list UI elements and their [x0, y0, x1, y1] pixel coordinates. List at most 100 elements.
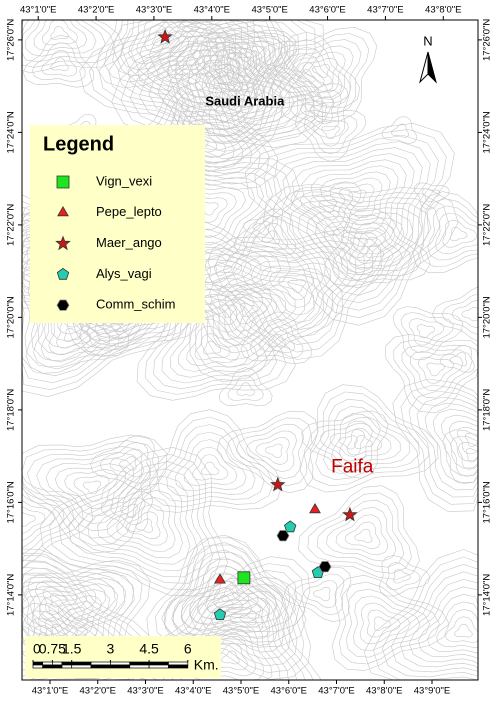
contour	[373, 616, 391, 631]
contour	[213, 234, 374, 353]
contour	[338, 581, 440, 665]
contour	[320, 422, 373, 464]
contour	[129, 19, 307, 137]
contour	[106, 497, 176, 552]
scale-box	[25, 636, 221, 678]
contour	[278, 273, 315, 301]
contour	[426, 362, 445, 377]
contour	[338, 420, 392, 462]
contour	[155, 542, 298, 647]
contour	[127, 28, 230, 111]
contour	[339, 435, 358, 450]
contour	[56, 320, 91, 349]
y-tick-label-left: 17°22'0"N	[6, 204, 17, 246]
contour	[202, 340, 222, 355]
contour	[67, 607, 86, 621]
contour	[465, 432, 479, 447]
scale-label: 6	[184, 641, 192, 657]
contour	[21, 440, 160, 546]
y-tick-label-left: 17°14'0"N	[6, 574, 17, 616]
contour	[240, 311, 312, 365]
contour	[312, 64, 331, 79]
contour	[116, 504, 169, 546]
contour	[63, 327, 82, 343]
contour	[39, 446, 228, 597]
x-tick-label-top: 43°2'0"E	[78, 5, 114, 16]
scale-segment	[148, 661, 169, 666]
contour	[434, 212, 479, 254]
contour	[303, 580, 338, 609]
contour	[175, 439, 247, 492]
x-tick-label-top: 43°3'0"E	[136, 5, 172, 16]
scale-label: 3	[107, 641, 115, 657]
scale-label: 0	[33, 641, 41, 657]
north-arrow: N	[419, 33, 437, 84]
contour	[27, 574, 97, 630]
north-arrow-right	[427, 51, 437, 84]
contour	[294, 109, 367, 162]
contour	[167, 35, 274, 115]
contour	[349, 237, 369, 251]
contour	[42, 19, 79, 46]
contour	[261, 39, 352, 104]
contour	[449, 352, 468, 367]
contour	[207, 23, 295, 91]
contour	[217, 284, 287, 339]
contour	[200, 461, 220, 476]
contour	[331, 574, 450, 671]
contour	[461, 306, 479, 322]
x-tick-label-top: 43°7'0"E	[367, 5, 403, 16]
marker-pentagon	[213, 608, 227, 620]
marker-star	[342, 506, 358, 522]
contour	[346, 427, 382, 456]
contour	[291, 153, 415, 248]
y-tick-label-right: 17°26'0"N	[482, 19, 493, 61]
contour	[45, 457, 135, 524]
contour	[157, 30, 282, 123]
contour	[271, 189, 450, 319]
contour	[146, 534, 307, 652]
contour	[279, 54, 334, 94]
contour	[208, 255, 243, 284]
y-tick-label-right: 17°16'0"N	[482, 481, 493, 523]
contour	[73, 474, 110, 502]
scale-segment	[90, 661, 111, 666]
contour	[200, 583, 284, 653]
contour	[280, 194, 441, 311]
marker-hexagon	[276, 530, 290, 542]
legend-label: Alys_vagi	[96, 266, 152, 281]
contour	[194, 52, 249, 93]
contour	[265, 443, 283, 458]
contour	[185, 47, 257, 100]
scale-label: 4.5	[139, 641, 159, 657]
scale-segment	[148, 664, 169, 669]
contour	[22, 34, 95, 88]
marker-square	[237, 571, 251, 585]
contour	[323, 221, 396, 274]
contour	[125, 511, 161, 540]
marker-hexagon	[56, 299, 70, 311]
y-tick-label-right: 17°20'0"N	[482, 296, 493, 338]
marker-triangle	[309, 503, 321, 514]
contour	[244, 122, 455, 284]
scale-unit: Km.	[194, 657, 219, 673]
contour	[228, 95, 246, 110]
contour	[201, 68, 285, 138]
contour	[137, 35, 223, 104]
contour	[331, 413, 401, 468]
contour	[178, 318, 250, 372]
contour	[161, 556, 311, 680]
contour	[315, 215, 405, 281]
contour	[218, 367, 273, 407]
contour	[163, 549, 289, 641]
x-tick-label-top: 43°4'0"E	[194, 5, 230, 16]
contour	[243, 214, 279, 243]
scale-label: 1.5	[62, 641, 82, 657]
contour	[326, 507, 397, 562]
contour	[198, 579, 253, 619]
contour	[209, 299, 246, 326]
marker-pentagon	[56, 267, 70, 280]
contour	[307, 492, 412, 574]
contour	[180, 551, 287, 632]
